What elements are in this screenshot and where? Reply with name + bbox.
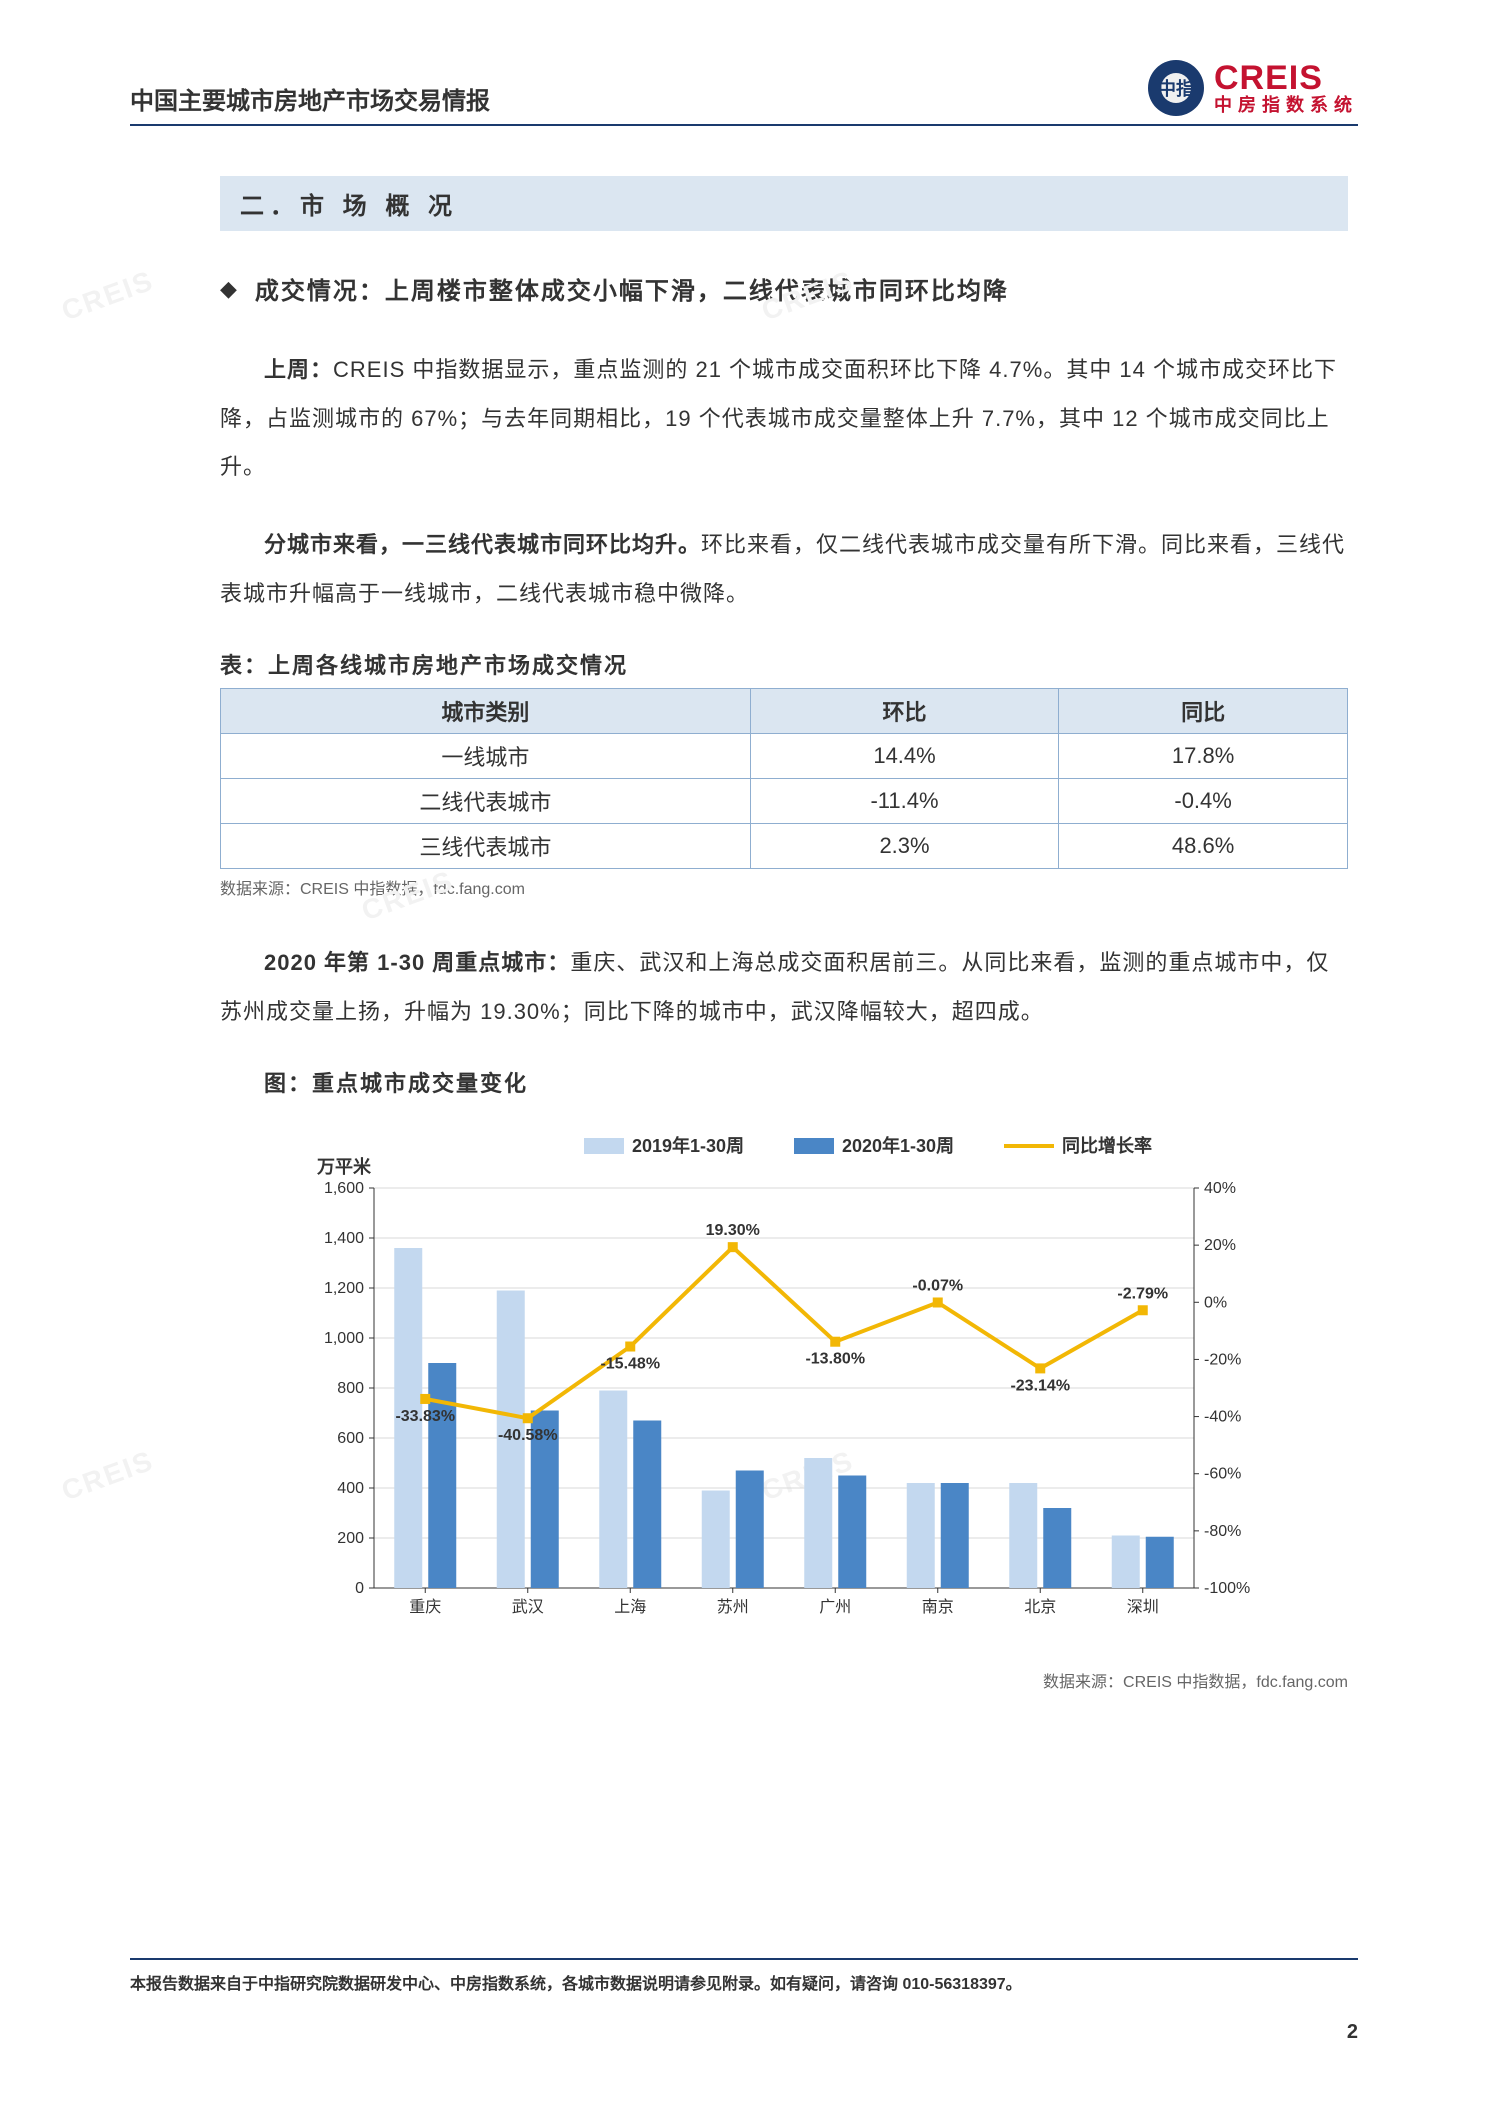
logo-main-text: CREIS: [1214, 61, 1358, 97]
svg-text:-0.07%: -0.07%: [912, 1277, 963, 1294]
page-header: 中国主要城市房地产市场交易情报 中指 CREIS 中房指数系统: [130, 60, 1358, 126]
svg-text:万平米: 万平米: [316, 1156, 372, 1177]
table-row: 三线代表城市2.3%48.6%: [221, 824, 1348, 869]
table-header: 环比: [750, 689, 1058, 734]
svg-text:2020年1-30周: 2020年1-30周: [842, 1135, 954, 1156]
svg-text:-40%: -40%: [1204, 1408, 1241, 1425]
svg-text:重庆: 重庆: [409, 1598, 441, 1616]
svg-text:19.30%: 19.30%: [706, 1222, 760, 1239]
svg-text:1,600: 1,600: [324, 1180, 364, 1197]
page-number: 2: [1347, 2021, 1358, 2044]
svg-text:1,200: 1,200: [324, 1280, 364, 1297]
svg-text:-20%: -20%: [1204, 1351, 1241, 1368]
svg-text:400: 400: [337, 1480, 364, 1497]
section-title: 二．市 场 概 况: [220, 176, 1348, 231]
paragraph-1: 上周：CREIS 中指数据显示，重点监测的 21 个城市成交面积环比下降 4.7…: [220, 346, 1348, 491]
logo-sub-text: 中房指数系统: [1214, 96, 1358, 115]
header-title: 中国主要城市房地产市场交易情报: [130, 81, 490, 116]
svg-text:上海: 上海: [614, 1598, 646, 1616]
svg-text:同比增长率: 同比增长率: [1062, 1135, 1152, 1156]
svg-text:北京: 北京: [1024, 1598, 1056, 1616]
table-row: 二线代表城市-11.4%-0.4%: [221, 779, 1348, 824]
logo-badge-icon: 中指: [1148, 60, 1204, 116]
table-caption: 表：上周各线城市房地产市场成交情况: [220, 648, 1348, 680]
svg-text:0: 0: [355, 1580, 364, 1597]
city-tier-table: 城市类别环比同比 一线城市14.4%17.8%二线代表城市-11.4%-0.4%…: [220, 688, 1348, 869]
svg-text:-2.79%: -2.79%: [1117, 1285, 1168, 1302]
svg-text:-33.83%: -33.83%: [395, 1408, 455, 1425]
content: 二．市 场 概 况 ◆ 成交情况：上周楼市整体成交小幅下滑，二线代表城市同环比均…: [130, 176, 1358, 1692]
svg-text:-100%: -100%: [1204, 1580, 1250, 1597]
paragraph-3: 2020 年第 1-30 周重点城市：重庆、武汉和上海总成交面积居前三。从同比来…: [220, 939, 1348, 1036]
svg-text:-15.48%: -15.48%: [600, 1355, 660, 1372]
bullet-text: 成交情况：上周楼市整体成交小幅下滑，二线代表城市同环比均降: [255, 271, 1009, 306]
paragraph-2: 分城市来看，一三线代表城市同环比均升。环比来看，仅二线代表城市成交量有所下滑。同…: [220, 521, 1348, 618]
svg-text:0%: 0%: [1204, 1294, 1227, 1311]
key-city-volume-chart: 2019年1-30周 2020年1-30周 同比增长率万平米 0 200 400 600 80…: [284, 1118, 1284, 1638]
svg-text:-80%: -80%: [1204, 1523, 1241, 1540]
svg-text:20%: 20%: [1204, 1237, 1236, 1254]
svg-text:800: 800: [337, 1380, 364, 1397]
chart-source: 数据来源：CREIS 中指数据，fdc.fang.com: [220, 1668, 1348, 1692]
svg-text:1,000: 1,000: [324, 1330, 364, 1347]
svg-text:2019年1-30周: 2019年1-30周: [632, 1135, 744, 1156]
svg-text:600: 600: [337, 1430, 364, 1447]
table-row: 一线城市14.4%17.8%: [221, 734, 1348, 779]
svg-text:苏州: 苏州: [717, 1598, 749, 1616]
table-header: 同比: [1059, 689, 1348, 734]
svg-text:-13.80%: -13.80%: [805, 1351, 865, 1368]
logo: 中指 CREIS 中房指数系统: [1148, 60, 1358, 116]
svg-text:-40.58%: -40.58%: [498, 1427, 558, 1444]
svg-text:-60%: -60%: [1204, 1466, 1241, 1483]
diamond-icon: ◆: [220, 271, 237, 306]
svg-text:深圳: 深圳: [1127, 1598, 1159, 1616]
svg-text:武汉: 武汉: [512, 1598, 544, 1616]
svg-text:200: 200: [337, 1530, 364, 1547]
svg-text:广州: 广州: [819, 1598, 851, 1616]
footer-text: 本报告数据来自于中指研究院数据研发中心、中房指数系统，各城市数据说明请参见附录。…: [130, 1958, 1358, 1994]
table-header: 城市类别: [221, 689, 751, 734]
svg-text:-23.14%: -23.14%: [1010, 1377, 1070, 1394]
svg-text:南京: 南京: [922, 1598, 954, 1616]
chart-caption: 图：重点城市成交量变化: [220, 1066, 1348, 1098]
svg-text:1,400: 1,400: [324, 1230, 364, 1247]
svg-text:40%: 40%: [1204, 1180, 1236, 1197]
bullet-row: ◆ 成交情况：上周楼市整体成交小幅下滑，二线代表城市同环比均降: [220, 271, 1348, 306]
table-source: 数据来源：CREIS 中指数据，fdc.fang.com: [220, 875, 1348, 899]
